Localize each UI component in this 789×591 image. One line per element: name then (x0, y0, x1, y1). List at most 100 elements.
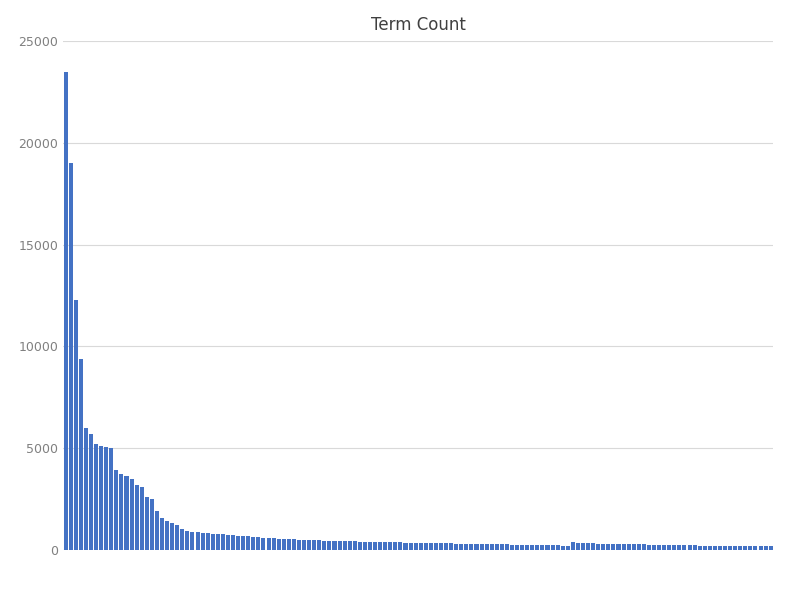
Bar (89, 434, 93, 550)
Bar (373, 542, 377, 550)
Bar (114, 470, 118, 550)
Bar (221, 534, 225, 550)
Bar (570, 543, 575, 550)
Bar (129, 479, 133, 550)
Bar (764, 546, 768, 550)
Bar (641, 544, 646, 550)
Bar (723, 546, 727, 550)
Bar (626, 544, 630, 550)
Bar (246, 537, 250, 550)
Bar (236, 535, 240, 550)
Bar (119, 475, 123, 550)
Bar (388, 542, 392, 550)
Bar (74, 300, 78, 550)
Bar (211, 534, 215, 550)
Bar (358, 541, 362, 550)
Bar (282, 539, 286, 550)
Bar (297, 540, 301, 550)
Bar (718, 545, 722, 550)
Bar (363, 542, 367, 550)
Bar (616, 544, 620, 550)
Bar (267, 538, 271, 550)
Bar (69, 163, 73, 550)
Bar (338, 541, 342, 550)
Bar (348, 541, 352, 550)
Bar (302, 540, 306, 550)
Bar (398, 543, 402, 550)
Bar (566, 545, 570, 550)
Bar (323, 541, 327, 550)
Bar (535, 545, 540, 550)
Bar (307, 540, 311, 550)
Bar (490, 544, 494, 550)
Bar (99, 446, 103, 550)
Bar (226, 535, 230, 550)
Bar (393, 543, 398, 550)
Bar (175, 525, 179, 550)
Bar (632, 544, 636, 550)
Bar (530, 545, 534, 550)
Bar (733, 546, 737, 550)
Bar (125, 476, 129, 550)
Bar (312, 540, 316, 550)
Bar (155, 511, 159, 550)
Bar (667, 545, 671, 550)
Bar (758, 546, 762, 550)
Bar (261, 538, 265, 550)
Bar (703, 545, 707, 550)
Bar (180, 530, 185, 550)
Bar (327, 541, 331, 550)
Bar (672, 545, 676, 550)
Bar (277, 538, 281, 550)
Title: Term Count: Term Count (371, 17, 466, 34)
Bar (677, 545, 682, 550)
Bar (292, 540, 296, 550)
Bar (403, 543, 407, 550)
Bar (170, 523, 174, 550)
Bar (551, 545, 555, 550)
Bar (510, 544, 514, 550)
Bar (748, 546, 753, 550)
Bar (135, 485, 139, 550)
Bar (555, 545, 559, 550)
Bar (419, 543, 423, 550)
Bar (484, 544, 488, 550)
Bar (606, 544, 611, 550)
Bar (728, 546, 732, 550)
Bar (429, 543, 433, 550)
Bar (256, 537, 260, 550)
Bar (200, 532, 204, 550)
Bar (586, 543, 590, 550)
Bar (708, 545, 712, 550)
Bar (693, 545, 697, 550)
Bar (662, 545, 666, 550)
Bar (622, 544, 626, 550)
Bar (474, 544, 478, 550)
Bar (652, 545, 656, 550)
Bar (150, 499, 154, 550)
Bar (444, 543, 448, 550)
Bar (439, 543, 443, 550)
Bar (525, 545, 529, 550)
Bar (459, 544, 463, 550)
Bar (64, 72, 68, 550)
Bar (241, 536, 245, 550)
Bar (561, 545, 565, 550)
Bar (637, 544, 641, 550)
Bar (576, 543, 580, 550)
Bar (449, 544, 453, 550)
Bar (480, 544, 484, 550)
Bar (287, 539, 291, 550)
Bar (413, 543, 417, 550)
Bar (520, 545, 524, 550)
Bar (601, 544, 605, 550)
Bar (768, 546, 772, 550)
Bar (317, 541, 321, 550)
Bar (454, 544, 458, 550)
Bar (647, 544, 651, 550)
Bar (104, 447, 108, 550)
Bar (271, 538, 275, 550)
Bar (160, 518, 164, 550)
Bar (753, 546, 757, 550)
Bar (342, 541, 346, 550)
